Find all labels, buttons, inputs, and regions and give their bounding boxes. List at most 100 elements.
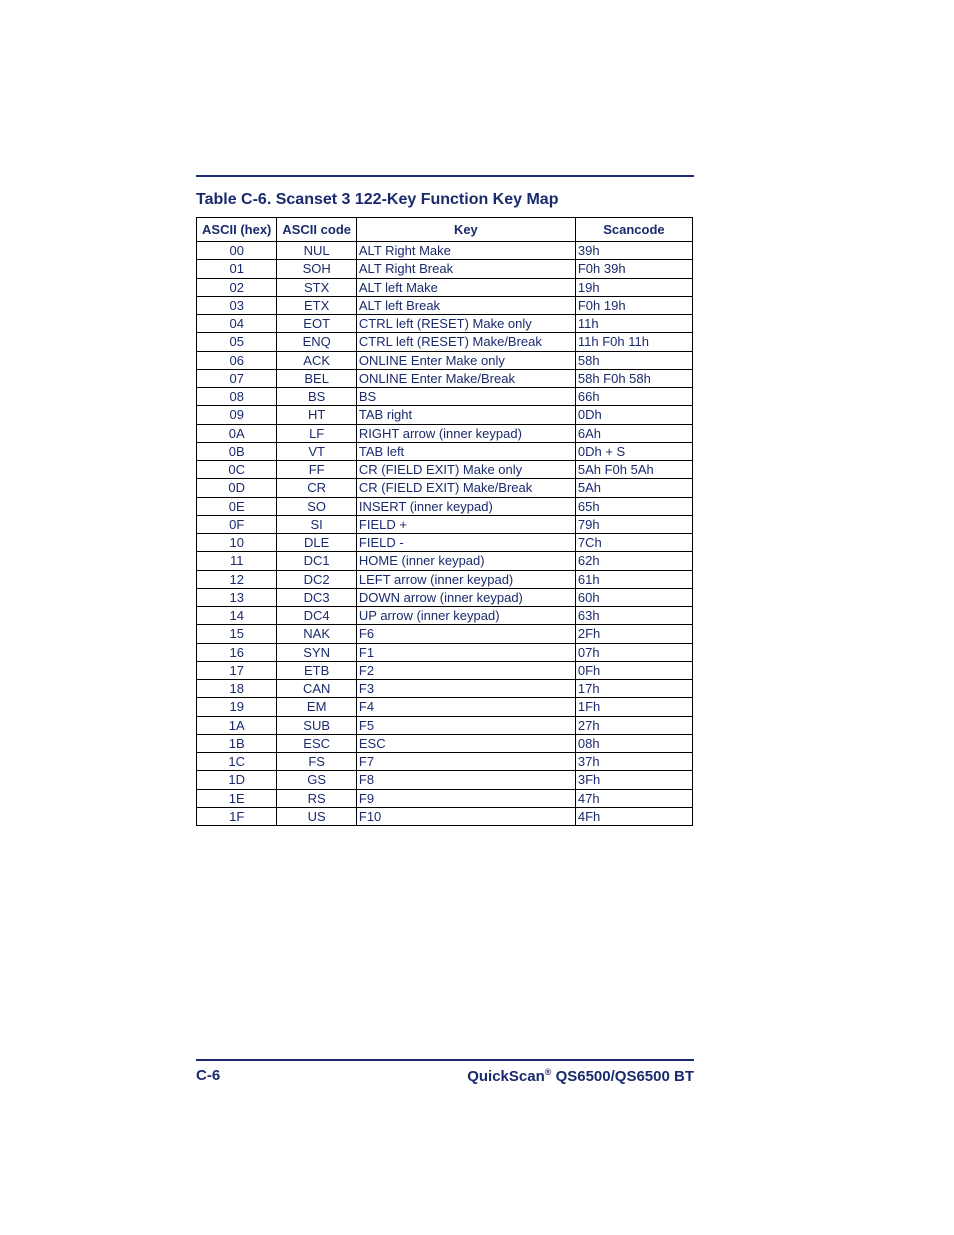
cell-key: F3 (356, 680, 575, 698)
cell-scancode: 7Ch (575, 534, 692, 552)
cell-ascii-hex: 1A (197, 716, 277, 734)
cell-ascii-code: VT (277, 442, 356, 460)
cell-ascii-code: DLE (277, 534, 356, 552)
cell-ascii-code: SO (277, 497, 356, 515)
cell-key: F5 (356, 716, 575, 734)
cell-ascii-hex: 16 (197, 643, 277, 661)
col-header-ascii-hex: ASCII (hex) (197, 218, 277, 242)
cell-key: HOME (inner keypad) (356, 552, 575, 570)
cell-ascii-code: US (277, 807, 356, 825)
cell-ascii-hex: 1B (197, 734, 277, 752)
cell-scancode: 0Fh (575, 661, 692, 679)
cell-ascii-code: SI (277, 515, 356, 533)
table-row: 07BELONLINE Enter Make/Break58h F0h 58h (197, 369, 693, 387)
cell-key: ALT left Break (356, 296, 575, 314)
page-footer: C-6 QuickScan® QS6500/QS6500 BT (196, 1059, 694, 1085)
cell-key: FIELD - (356, 534, 575, 552)
cell-scancode: 11h (575, 315, 692, 333)
cell-key: F10 (356, 807, 575, 825)
cell-key: ALT Right Make (356, 242, 575, 260)
cell-ascii-hex: 0E (197, 497, 277, 515)
cell-key: ESC (356, 734, 575, 752)
cell-ascii-hex: 19 (197, 698, 277, 716)
cell-ascii-code: ENQ (277, 333, 356, 351)
product-prefix: QuickScan (467, 1068, 545, 1085)
table-row: 08BSBS66h (197, 388, 693, 406)
cell-ascii-hex: 10 (197, 534, 277, 552)
cell-ascii-code: ESC (277, 734, 356, 752)
cell-ascii-code: FF (277, 461, 356, 479)
cell-key: INSERT (inner keypad) (356, 497, 575, 515)
table-row: 06ACKONLINE Enter Make only58h (197, 351, 693, 369)
cell-key: F7 (356, 753, 575, 771)
table-row: 04EOTCTRL left (RESET) Make only11h (197, 315, 693, 333)
cell-ascii-code: DC1 (277, 552, 356, 570)
table-row: 12DC2LEFT arrow (inner keypad)61h (197, 570, 693, 588)
table-row: 0ESOINSERT (inner keypad)65h (197, 497, 693, 515)
cell-ascii-code: DC3 (277, 588, 356, 606)
cell-ascii-code: SOH (277, 260, 356, 278)
table-row: 02STXALT left Make19h (197, 278, 693, 296)
cell-scancode: 08h (575, 734, 692, 752)
cell-scancode: 37h (575, 753, 692, 771)
table-row: 00NULALT Right Make39h (197, 242, 693, 260)
cell-key: ONLINE Enter Make/Break (356, 369, 575, 387)
cell-scancode: 65h (575, 497, 692, 515)
cell-ascii-hex: 14 (197, 607, 277, 625)
cell-ascii-hex: 1C (197, 753, 277, 771)
table-header-row: ASCII (hex) ASCII code Key Scancode (197, 218, 693, 242)
cell-ascii-hex: 15 (197, 625, 277, 643)
table-row: 10DLEFIELD -7Ch (197, 534, 693, 552)
col-header-scancode: Scancode (575, 218, 692, 242)
cell-ascii-hex: 1E (197, 789, 277, 807)
cell-ascii-hex: 11 (197, 552, 277, 570)
cell-ascii-code: NUL (277, 242, 356, 260)
cell-scancode: 63h (575, 607, 692, 625)
cell-ascii-hex: 0C (197, 461, 277, 479)
table-row: 01SOHALT Right BreakF0h 39h (197, 260, 693, 278)
cell-scancode: 11h F0h 11h (575, 333, 692, 351)
cell-scancode: 62h (575, 552, 692, 570)
cell-scancode: 6Ah (575, 424, 692, 442)
cell-key: TAB right (356, 406, 575, 424)
cell-key: F1 (356, 643, 575, 661)
cell-key: CR (FIELD EXIT) Make only (356, 461, 575, 479)
cell-ascii-code: HT (277, 406, 356, 424)
cell-ascii-code: ETX (277, 296, 356, 314)
cell-scancode: 39h (575, 242, 692, 260)
cell-ascii-hex: 07 (197, 369, 277, 387)
cell-ascii-hex: 1D (197, 771, 277, 789)
cell-key: ALT left Make (356, 278, 575, 296)
cell-scancode: 4Fh (575, 807, 692, 825)
cell-ascii-hex: 04 (197, 315, 277, 333)
table-row: 1FUSF104Fh (197, 807, 693, 825)
top-rule (196, 175, 694, 177)
product-suffix: QS6500/QS6500 BT (551, 1068, 694, 1085)
table-row: 1ASUBF527h (197, 716, 693, 734)
product-name: QuickScan® QS6500/QS6500 BT (467, 1067, 694, 1085)
cell-scancode: 60h (575, 588, 692, 606)
cell-ascii-hex: 0F (197, 515, 277, 533)
cell-ascii-hex: 0A (197, 424, 277, 442)
cell-scancode: 66h (575, 388, 692, 406)
cell-key: F8 (356, 771, 575, 789)
cell-ascii-hex: 12 (197, 570, 277, 588)
cell-ascii-code: SYN (277, 643, 356, 661)
cell-ascii-hex: 09 (197, 406, 277, 424)
cell-ascii-hex: 1F (197, 807, 277, 825)
cell-ascii-code: RS (277, 789, 356, 807)
cell-ascii-hex: 05 (197, 333, 277, 351)
col-header-ascii-code: ASCII code (277, 218, 356, 242)
cell-ascii-code: ACK (277, 351, 356, 369)
cell-scancode: 0Dh (575, 406, 692, 424)
table-row: 03ETXALT left BreakF0h 19h (197, 296, 693, 314)
cell-scancode: 0Dh + S (575, 442, 692, 460)
cell-ascii-code: DC2 (277, 570, 356, 588)
footer-rule (196, 1059, 694, 1061)
cell-key: ONLINE Enter Make only (356, 351, 575, 369)
keymap-table: ASCII (hex) ASCII code Key Scancode 00NU… (196, 217, 693, 826)
cell-scancode: 19h (575, 278, 692, 296)
cell-scancode: 47h (575, 789, 692, 807)
cell-ascii-hex: 18 (197, 680, 277, 698)
table-row: 11DC1HOME (inner keypad)62h (197, 552, 693, 570)
